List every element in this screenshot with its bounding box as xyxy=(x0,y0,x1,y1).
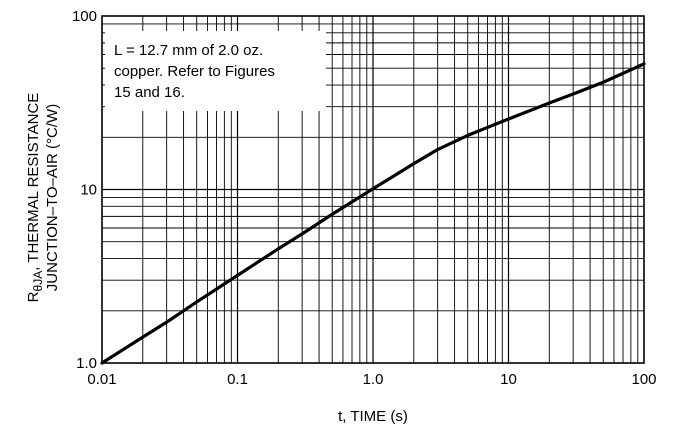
x-tick-label: 0.1 xyxy=(227,371,248,388)
series-line-thermal-resistance xyxy=(100,62,646,365)
x-tick-label: 1.0 xyxy=(363,371,384,388)
annotation-line-1: L = 12.7 mm of 2.0 oz. xyxy=(114,42,263,59)
y-tick-label: 100 xyxy=(72,8,97,25)
annotation-box: L = 12.7 mm of 2.0 oz. copper. Refer to … xyxy=(105,31,326,111)
x-tick-label: 0.01 xyxy=(87,371,116,388)
y-axis-title-symbol: R xyxy=(25,291,42,302)
x-tick-label: 10 xyxy=(500,371,517,388)
x-tick-label: 100 xyxy=(631,371,656,388)
annotation-line-2: copper. Refer to Figures xyxy=(114,63,275,80)
y-axis-title-line-2: JUNCTION–TO–AIR (°C/W) xyxy=(44,104,61,291)
plot-frame xyxy=(101,15,645,364)
x-axis-title: t, TIME (s) xyxy=(338,408,408,425)
y-tick-label: 10 xyxy=(80,182,97,199)
y-axis-title-line-1: RθJA, THERMAL RESISTANCE xyxy=(25,93,45,303)
annotation-background xyxy=(105,31,326,111)
y-tick-labels: 1.0 10 100 xyxy=(72,8,97,372)
y-axis-title-subscript: θJA xyxy=(31,271,45,292)
x-tick-labels: 0.01 0.1 1.0 10 100 xyxy=(87,371,656,388)
annotation-line-3: 15 and 16. xyxy=(114,84,185,101)
y-axis-title-rest: , THERMAL RESISTANCE xyxy=(25,93,42,271)
y-tick-label: 1.0 xyxy=(76,355,97,372)
